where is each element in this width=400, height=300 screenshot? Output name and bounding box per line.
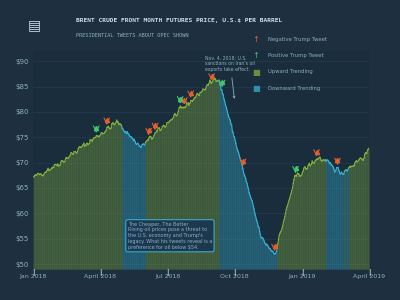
Text: |: | [368, 269, 370, 276]
Text: Negative Trump Tweet: Negative Trump Tweet [268, 37, 327, 41]
Text: Downward Trending: Downward Trending [268, 86, 320, 91]
Text: |: | [234, 269, 236, 276]
Text: PRESIDENTIAL TWEETS ABOUT OPEC SHOWN: PRESIDENTIAL TWEETS ABOUT OPEC SHOWN [76, 33, 188, 38]
Text: The Cheaper, The Better
Rising oil prices pose a threat to
the U.S. economy and : The Cheaper, The Better Rising oil price… [128, 222, 212, 250]
Text: |: | [301, 269, 303, 276]
Text: BRENT CRUDE FRONT MONTH FUTURES PRICE, U.S.$ PER BARREL: BRENT CRUDE FRONT MONTH FUTURES PRICE, U… [76, 18, 282, 23]
Text: Nov. 4, 2018: U.S.
sanctions on Iran's oil
exports take effect.: Nov. 4, 2018: U.S. sanctions on Iran's o… [205, 56, 255, 98]
Text: ▤: ▤ [28, 19, 41, 32]
Text: Upward Trending: Upward Trending [268, 70, 313, 74]
Text: Positive Trump Tweet: Positive Trump Tweet [268, 53, 324, 58]
Text: ■: ■ [252, 84, 260, 93]
Text: |: | [32, 269, 34, 276]
Text: ↑: ↑ [252, 34, 259, 43]
Text: |: | [166, 269, 169, 276]
Text: |: | [99, 269, 102, 276]
Text: ■: ■ [252, 68, 260, 76]
Text: ↑: ↑ [252, 51, 259, 60]
